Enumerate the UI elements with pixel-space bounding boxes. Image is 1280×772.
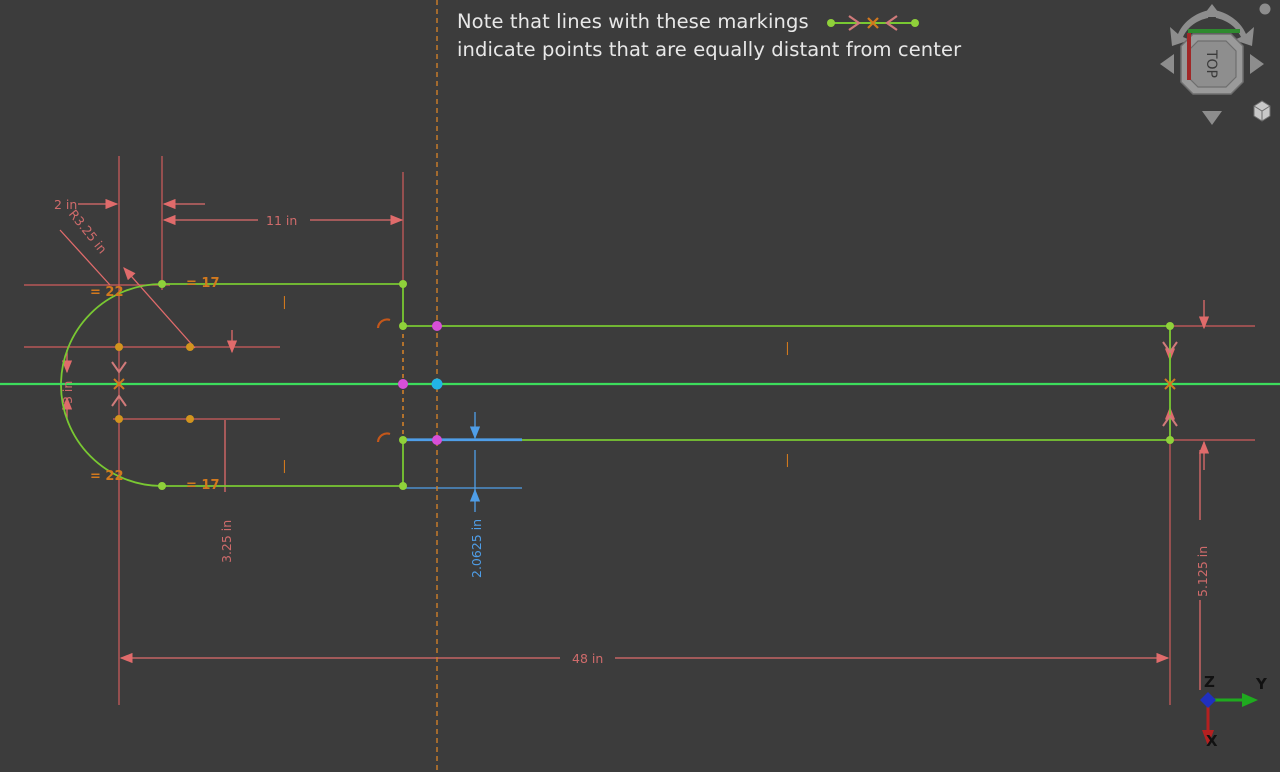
dimension-3in-text[interactable]: 3 in (60, 380, 75, 404)
extension-lines (24, 156, 1255, 705)
annotation-note: Note that lines with these markings indi… (457, 8, 961, 64)
sketch-points[interactable] (115, 280, 1174, 490)
constraint-eq-17-bottom[interactable]: = 17 (186, 478, 220, 493)
sketch-profile[interactable] (60, 283, 1171, 487)
symmetry-chevrons (111, 341, 1178, 427)
pan-left-arrow-icon (1160, 54, 1174, 74)
constraint-eq-17-top[interactable]: = 17 (186, 276, 220, 291)
view-navigation-cube[interactable]: TOP (1148, 0, 1276, 132)
view-options-dot-icon (1259, 3, 1271, 15)
cube-face-label: TOP (1203, 49, 1219, 78)
pan-down-arrow-icon (1202, 111, 1222, 125)
dimension-325in-line[interactable] (224, 330, 238, 492)
axis-label-y: Y (1256, 675, 1267, 693)
orbit-left-arrow-icon (1170, 10, 1210, 46)
dimension-5125in-line[interactable] (1164, 300, 1210, 690)
constraint-eq-22-bottom[interactable]: = 22 (90, 469, 124, 484)
constraint-eq-22-top[interactable]: = 22 (90, 285, 124, 300)
pan-up-arrow-icon (1202, 4, 1222, 17)
constraint-vertical-2[interactable]: ❘ (782, 341, 793, 356)
dimension-48in-text[interactable]: 48 in (572, 651, 604, 666)
dimension-20625in-line[interactable] (403, 412, 522, 512)
orbit-right-arrow-icon (1214, 10, 1254, 46)
axis-triad: Z Y X (1186, 672, 1280, 768)
axis-label-z: Z (1204, 673, 1215, 691)
annotation-note-line2: indicate points that are equally distant… (457, 38, 962, 61)
coincident-arc-glyphs (376, 318, 391, 443)
constraint-vertical-4[interactable]: ❘ (782, 453, 793, 468)
dimension-radius-leader[interactable] (59, 229, 196, 349)
cube-face-top[interactable]: TOP (1180, 33, 1244, 95)
dimension-325in-text[interactable]: 3.25 in (219, 519, 234, 563)
constraint-vertical-1[interactable]: ❘ (279, 295, 290, 310)
pan-right-arrow-icon (1250, 54, 1264, 74)
symmetry-x-markers (113, 378, 1176, 390)
constraint-vertical-3[interactable]: ❘ (279, 459, 290, 474)
dimension-11in-text[interactable]: 11 in (266, 213, 298, 228)
symmetry-constraint-marker-icon (827, 15, 919, 31)
annotation-note-line1: Note that lines with these markings (457, 10, 809, 33)
home-cube-icon[interactable] (1253, 100, 1271, 122)
dimension-2in-text[interactable]: 2 in (54, 197, 78, 212)
dimension-5125in-text[interactable]: 5.125 in (1195, 545, 1210, 597)
dimension-20625in-text[interactable]: 2.0625 in (469, 518, 484, 578)
axis-label-x: X (1206, 732, 1218, 750)
